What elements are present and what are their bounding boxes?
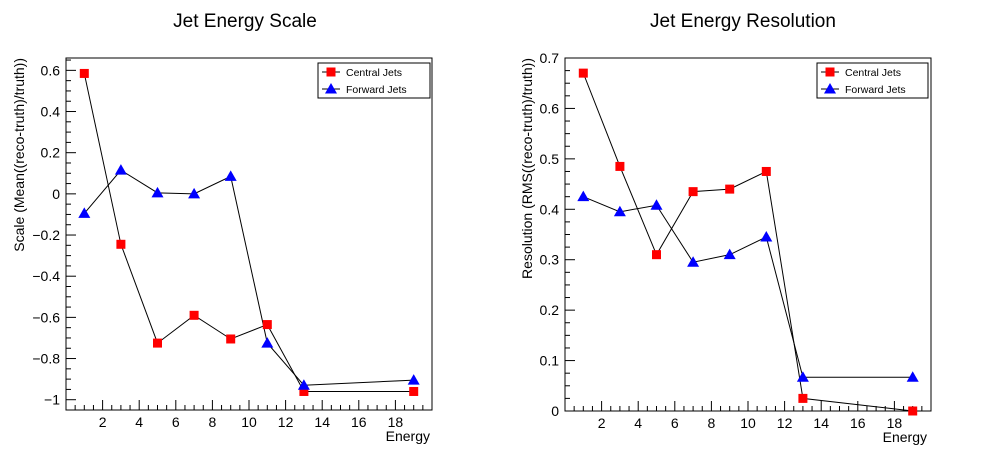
x-tick-label: 16 [850,415,866,431]
data-point-central-jets [116,239,126,249]
data-point-central-jets [578,68,588,78]
data-point-forward-jets [687,256,700,267]
data-point-central-jets [725,184,735,194]
x-tick-label: 14 [813,415,829,431]
chart-panel-resolution: Jet Energy Resolution 2 4 6 8 10 12 14 16 18 0 0.1 0… [519,11,932,445]
x-tick-label: 10 [740,415,756,431]
data-point-central-jets [79,68,89,78]
x-tick-label: 18 [887,415,903,431]
data-point-forward-jets [723,248,736,260]
chart-title: Jet Energy Resolution [650,11,836,32]
data-point-central-jets [226,334,236,344]
legend-label: Central Jets [346,67,402,79]
data-point-forward-jets [114,164,127,175]
legend-marker-forward-jets [824,83,836,94]
chart-title: Jet Energy Scale [173,11,317,32]
legend-label: Central Jets [845,67,901,79]
plot-frame [564,57,932,412]
data-point-central-jets [688,187,698,197]
data-point-central-jets [615,161,625,171]
legend-label: Forward Jets [346,84,407,96]
data-point-forward-jets [796,371,809,382]
y-tick-label: 0.5 [540,151,560,167]
y-tick-label: 0.7 [540,50,560,66]
data-point-central-jets [652,250,661,260]
y-tick-label: 0.2 [41,145,61,161]
y-tick-label: 0 [551,403,559,419]
y-tick-label: −0.6 [32,309,60,325]
data-point-central-jets [908,406,918,416]
series-line-central-jets [582,72,913,412]
x-tick-label: 16 [351,414,367,430]
data-point-forward-jets [577,190,590,202]
data-point-central-jets [189,310,199,320]
x-tick-label: 8 [708,415,716,431]
legend-box [816,62,929,99]
x-tick-label: 2 [598,415,606,431]
x-tick-label: 6 [172,414,180,430]
data-point-forward-jets [188,187,201,199]
y-tick-label: −1 [44,392,60,408]
legend-marker-central-jets [825,67,835,77]
x-tick-label: 18 [388,414,404,430]
y-axis-label: Scale (Mean((reco-truth)/truth)) [11,58,27,252]
y-tick-label: 0.6 [540,100,560,116]
x-axis-label: Energy [386,428,430,444]
data-point-forward-jets [407,374,420,385]
x-tick-label: 10 [241,414,257,430]
legend-label: Forward Jets [845,84,906,96]
data-point-forward-jets [224,170,237,181]
data-point-central-jets [798,393,808,403]
data-point-forward-jets [760,231,773,242]
y-tick-label: 0 [52,186,60,202]
legend-marker-central-jets [326,67,336,77]
x-tick-label: 8 [209,414,217,430]
legend-marker-forward-jets [325,83,337,94]
data-point-central-jets [153,338,162,348]
x-tick-label: 4 [634,415,642,431]
y-tick-label: −0.2 [32,227,60,243]
data-point-central-jets [299,386,309,396]
y-tick-label: −0.8 [32,351,60,367]
y-tick-label: 0.6 [41,62,61,78]
x-tick-label: 2 [99,414,107,430]
data-point-forward-jets [906,371,919,382]
y-axis-label: Resolution (RMS((reco-truth)/truth)) [519,58,535,279]
data-point-forward-jets [297,379,310,390]
y-tick-label: 0.1 [540,353,560,369]
data-point-forward-jets [261,337,274,348]
data-point-central-jets [761,166,771,176]
y-tick-label: 0.3 [540,252,560,268]
series-line-forward-jets [583,196,913,378]
data-point-central-jets [409,386,419,396]
series-line-forward-jets [83,169,414,386]
chart-panel-scale: Jet Energy Scale 2 4 6 8 10 12 14 16 18 0.6 0.4 0.2 0… [11,11,433,444]
x-tick-label: 14 [314,414,330,430]
x-tick-label: 6 [671,415,679,431]
plot-frame [65,57,433,411]
x-tick-label: 4 [135,414,143,430]
series-line-central-jets [83,73,414,392]
x-axis-label: Energy [883,429,927,445]
y-tick-label: 0.4 [540,201,560,217]
y-tick-label: −0.4 [32,268,60,284]
y-tick-label: 0.4 [41,104,61,120]
data-point-forward-jets [78,207,91,218]
x-tick-label: 12 [777,415,793,431]
data-point-forward-jets [650,199,663,210]
data-point-forward-jets [151,186,164,198]
legend-box [317,62,431,99]
data-point-central-jets [262,320,272,330]
data-point-forward-jets [613,205,626,217]
x-tick-label: 12 [278,414,294,430]
y-tick-label: 0.2 [540,302,560,318]
